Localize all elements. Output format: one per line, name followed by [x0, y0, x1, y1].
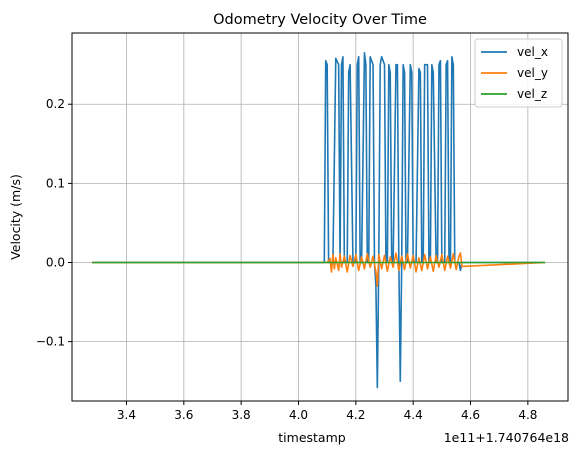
legend: vel_x vel_y vel_z	[474, 38, 563, 108]
x-axis-offset-text: 1e11+1.740764e18	[444, 430, 569, 445]
plot-series	[92, 51, 546, 389]
x-tick-label: 3.4	[117, 408, 136, 422]
y-tick-label: 0.1	[46, 176, 65, 190]
y-tick-label: −0.1	[36, 335, 65, 349]
legend-label-vel-x: vel_x	[517, 45, 548, 59]
chart-title: Odometry Velocity Over Time	[213, 12, 427, 28]
axis-ticks: 3.4 3.6 3.8 4.0 4.2 4.4 4.6 4.8 −0.1 0.0 0.1 0.2	[36, 97, 538, 422]
x-tick-label: 4.0	[289, 408, 308, 422]
x-axis-label: timestamp	[278, 430, 345, 445]
x-tick-label: 4.4	[404, 408, 423, 422]
x-tick-label: 3.8	[232, 408, 251, 422]
x-tick-label: 4.6	[461, 408, 480, 422]
legend-box	[474, 38, 563, 108]
series-line-vel-y	[92, 252, 546, 288]
y-axis-label: Velocity (m/s)	[8, 174, 23, 260]
plot-frame	[71, 32, 569, 402]
y-tick-label: 0.2	[46, 97, 65, 111]
x-tick-label: 3.6	[174, 408, 193, 422]
legend-label-vel-z: vel_z	[517, 87, 547, 101]
x-tick-label: 4.2	[346, 408, 365, 422]
legend-label-vel-y: vel_y	[517, 66, 548, 80]
y-tick-label: 0.0	[46, 256, 65, 270]
x-tick-label: 4.8	[518, 408, 537, 422]
